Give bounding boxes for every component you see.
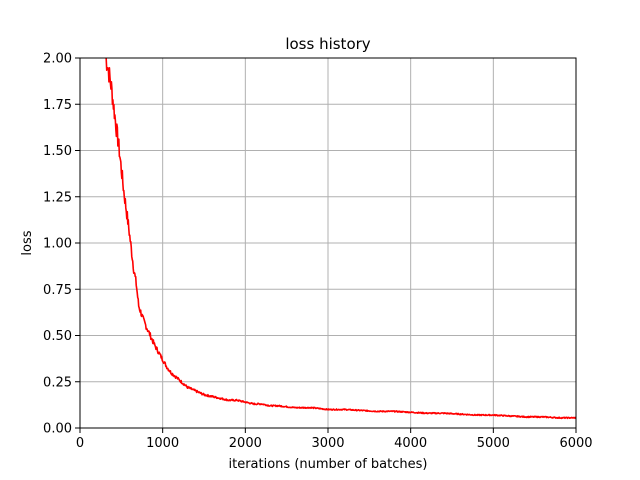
y-tick-label: 0.75 <box>43 283 72 298</box>
y-tick-label: 0.00 <box>43 422 72 437</box>
x-tick-label: 1000 <box>146 436 179 451</box>
x-axis-label: iterations (number of batches) <box>229 457 428 472</box>
x-tick-label: 0 <box>76 436 84 451</box>
y-axis-label: loss <box>20 230 35 255</box>
y-tick-label: 0.25 <box>43 375 72 390</box>
x-tick-label: 6000 <box>559 436 592 451</box>
y-tick-label: 1.00 <box>43 237 72 252</box>
plot-area <box>105 58 576 420</box>
loss-series-line <box>105 58 576 420</box>
x-tick-label: 2000 <box>229 436 262 451</box>
y-tick-label: 2.00 <box>43 52 72 67</box>
x-tick-label: 4000 <box>394 436 427 451</box>
y-tick-label: 0.50 <box>43 329 72 344</box>
y-tick-label: 1.75 <box>43 98 72 113</box>
axis-ticks: 0 1000 2000 3000 4000 5000 6000 0.00 0.25 0.50 0.7… <box>43 52 593 452</box>
chart-title: loss history <box>285 35 370 53</box>
y-tick-label: 1.25 <box>43 190 72 205</box>
x-tick-label: 5000 <box>477 436 510 451</box>
x-tick-label: 3000 <box>311 436 344 451</box>
y-tick-label: 1.50 <box>43 144 72 159</box>
